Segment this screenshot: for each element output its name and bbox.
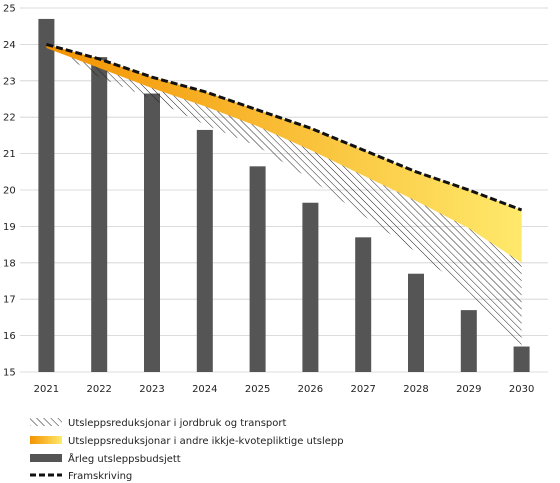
bar [144,93,160,372]
y-tick-label: 17 [3,295,16,306]
x-tick-label: 2021 [34,384,59,395]
legend-label-hatched: Utsleppsreduksjonar i jordbruk og transp… [68,418,287,429]
x-tick-label: 2026 [298,384,323,395]
legend-label-bar: Årleg utsleppsbudsjett [68,452,181,465]
x-tick-label: 2023 [139,384,164,395]
legend-label-dashed: Framskriving [68,471,132,482]
x-axis-ticks: 2021 2022 2023 2024 2025 2026 2027 2028 2029 2030 [34,384,535,395]
framskriving-line [46,42,523,212]
legend-label-orange: Utsleppsreduksjonar i andre ikkje-kvotep… [68,436,344,447]
x-tick-label: 2024 [192,384,217,395]
bar [91,57,108,372]
y-tick-label: 20 [3,186,16,197]
bar [460,310,477,372]
bar [249,166,266,372]
bar [302,202,319,372]
y-tick-label: 21 [3,149,16,160]
x-tick-label: 2025 [245,384,270,395]
bar [355,237,372,372]
y-tick-label: 16 [3,331,16,342]
x-tick-label: 2030 [509,384,534,395]
bar-series [38,18,530,372]
y-tick-label: 22 [3,113,16,124]
y-tick-label: 18 [3,258,16,269]
bar [408,273,424,372]
framskriving-line-series [46,42,523,212]
y-tick-label: 24 [3,40,16,51]
legend: Utsleppsreduksjonar i jordbruk og transp… [30,418,344,482]
y-tick-label: 23 [3,76,16,87]
bar [513,346,530,372]
y-axis-ticks: 15 16 17 18 19 20 21 22 23 24 25 [3,4,16,379]
x-tick-label: 2027 [350,384,375,395]
x-tick-label: 2028 [403,384,428,395]
x-tick-label: 2029 [456,384,481,395]
y-tick-label: 19 [3,222,16,233]
bar [196,129,213,372]
x-tick-label: 2022 [86,384,111,395]
bar [38,18,55,372]
y-tick-label: 25 [3,4,16,15]
legend-swatch-hatched [30,418,62,426]
y-tick-label: 15 [3,368,16,379]
legend-swatch-bar [30,454,62,462]
legend-swatch-orange [30,436,62,444]
gridlines [20,7,548,373]
